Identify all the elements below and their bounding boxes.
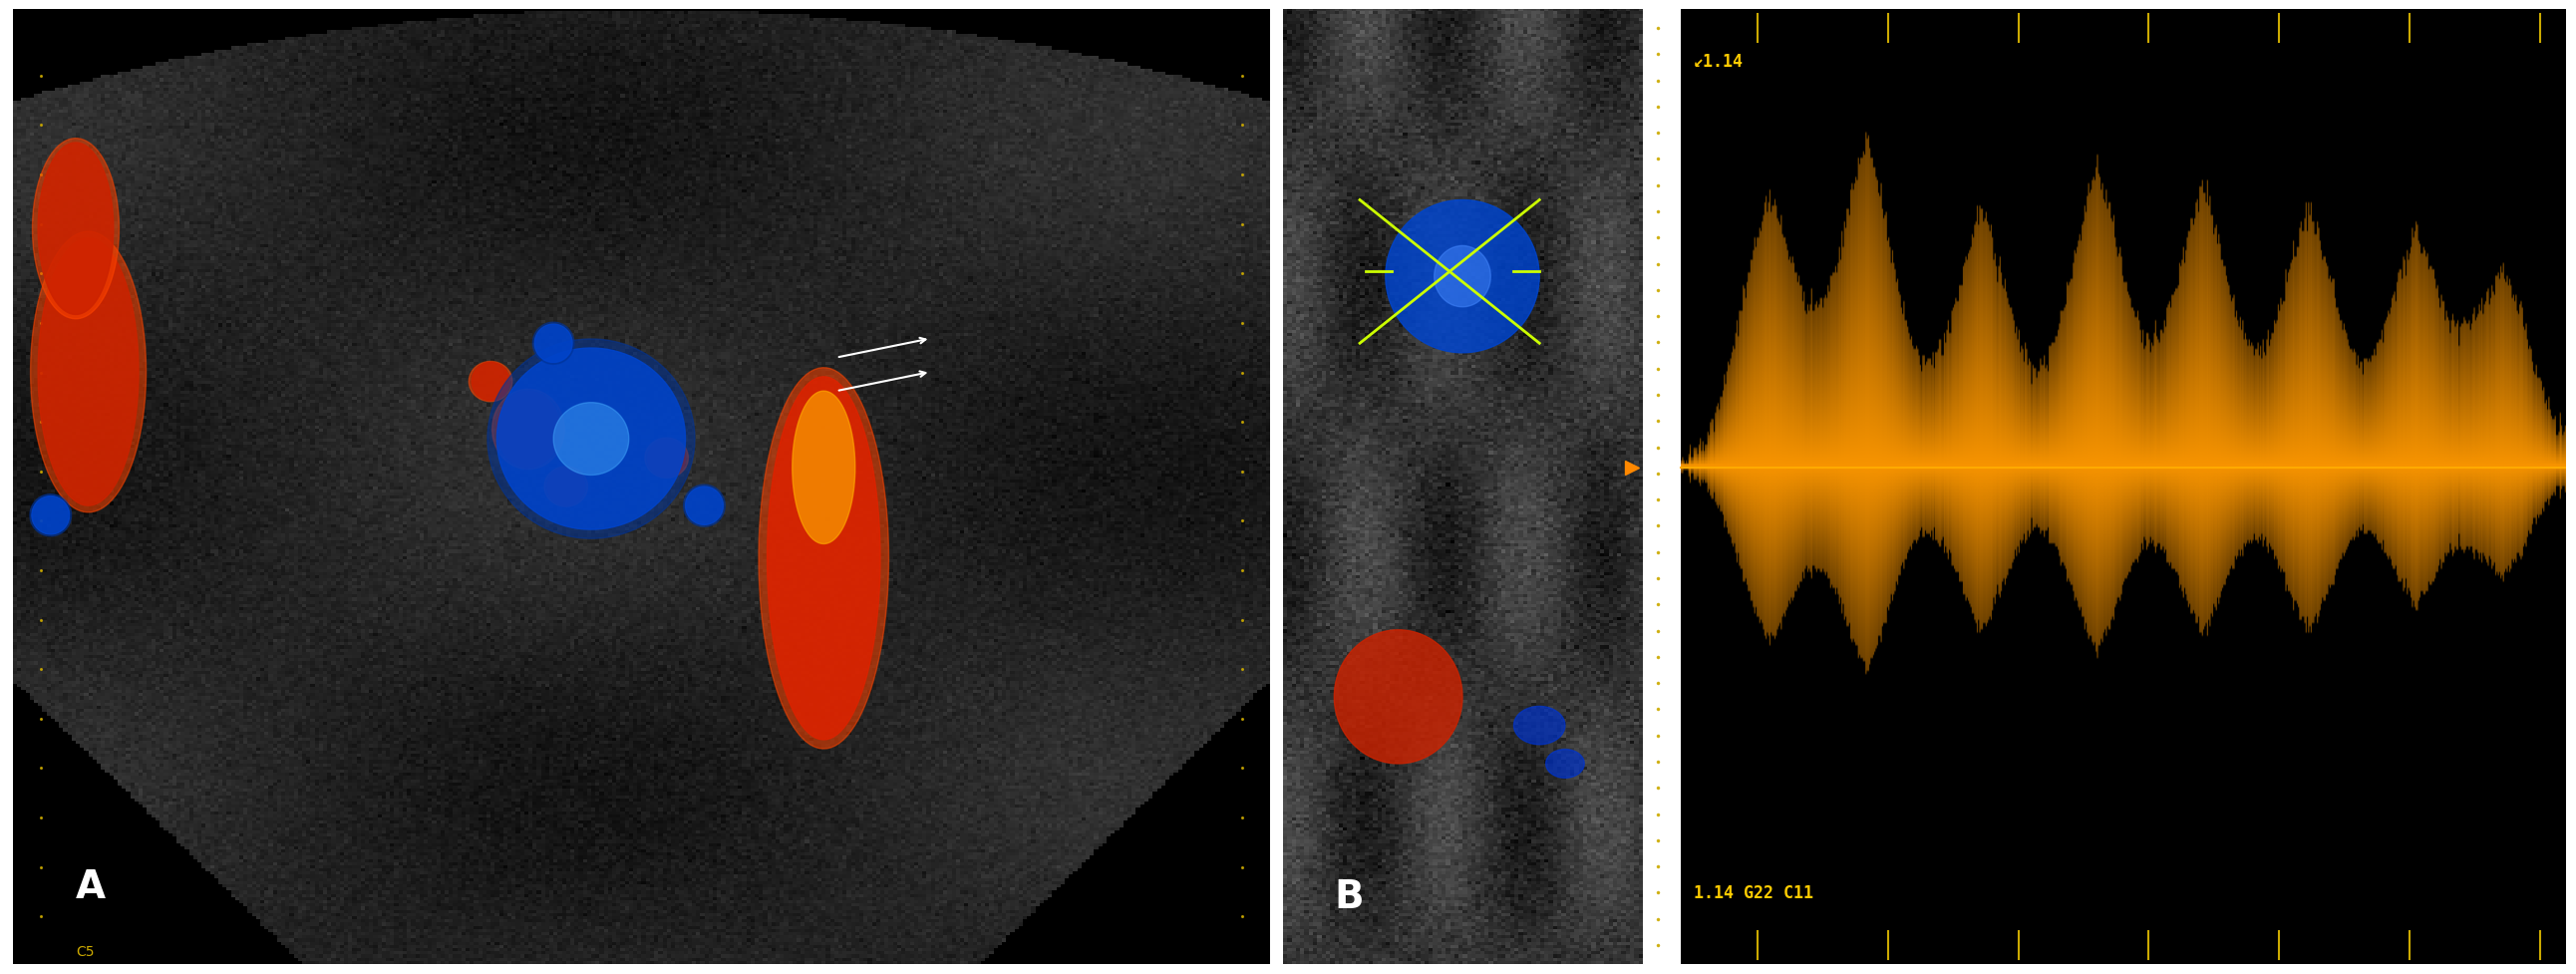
- Polygon shape: [554, 403, 629, 475]
- Polygon shape: [1386, 201, 1540, 354]
- Polygon shape: [768, 377, 881, 740]
- Polygon shape: [469, 362, 513, 402]
- Polygon shape: [544, 467, 587, 507]
- Polygon shape: [685, 487, 724, 525]
- Polygon shape: [1334, 630, 1463, 764]
- Polygon shape: [31, 497, 70, 535]
- Polygon shape: [536, 324, 572, 363]
- Text: C5: C5: [75, 944, 95, 957]
- Polygon shape: [39, 239, 139, 506]
- Text: B: B: [1334, 878, 1363, 915]
- Polygon shape: [31, 232, 147, 512]
- Text: A: A: [75, 868, 106, 906]
- Text: 1.14 G22 C11: 1.14 G22 C11: [1692, 883, 1814, 901]
- Polygon shape: [647, 439, 685, 477]
- Polygon shape: [497, 349, 685, 530]
- Polygon shape: [1435, 246, 1492, 308]
- Polygon shape: [533, 322, 574, 365]
- Polygon shape: [644, 438, 688, 478]
- Polygon shape: [760, 368, 889, 749]
- Polygon shape: [471, 363, 510, 401]
- Polygon shape: [546, 468, 585, 506]
- Polygon shape: [31, 495, 72, 537]
- Polygon shape: [33, 139, 118, 319]
- Polygon shape: [793, 392, 855, 544]
- Polygon shape: [487, 340, 696, 539]
- Polygon shape: [1546, 750, 1584, 778]
- Polygon shape: [1515, 706, 1566, 745]
- Polygon shape: [39, 143, 113, 316]
- Polygon shape: [492, 390, 564, 469]
- Text: ↙1.14: ↙1.14: [1692, 53, 1744, 71]
- Polygon shape: [497, 392, 559, 468]
- Polygon shape: [683, 485, 724, 527]
